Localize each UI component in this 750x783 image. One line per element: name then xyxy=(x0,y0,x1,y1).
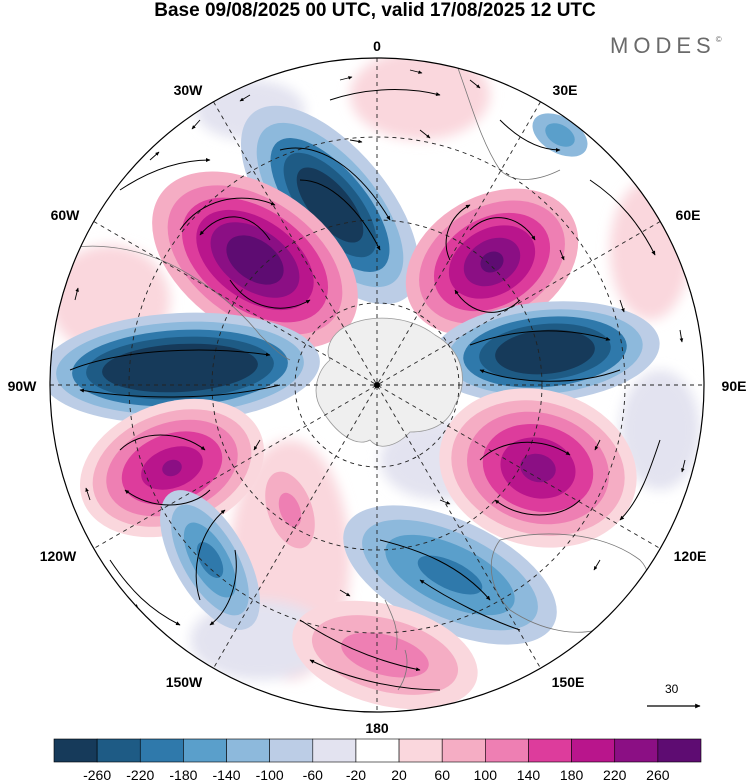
colorbar-swatch xyxy=(312,738,357,763)
colorbar xyxy=(53,738,702,763)
colorbar-swatch xyxy=(485,738,529,763)
colorbar-tick-label: -100 xyxy=(256,767,284,783)
lon-label-180: 180 xyxy=(365,720,389,736)
south-pole-marker xyxy=(374,382,380,388)
colorbar-swatch xyxy=(226,738,270,763)
brand-name: MODES xyxy=(610,33,716,58)
colorbar-swatch xyxy=(269,738,314,763)
colorbar-tick-label: 100 xyxy=(474,767,498,783)
lon-label-120e: 120E xyxy=(674,548,707,564)
colorbar-tick-label: 220 xyxy=(603,767,627,783)
colorbar-swatch xyxy=(571,738,616,763)
copyright-mark: © xyxy=(715,35,722,44)
map-title: Base 09/08/2025 00 UTC, valid 17/08/2025… xyxy=(154,0,596,21)
lon-label-60e: 60E xyxy=(676,207,701,223)
graticule xyxy=(50,58,704,712)
colorbar-swatch xyxy=(96,738,141,763)
colorbar-tick-label: -60 xyxy=(303,767,323,783)
colorbar-tick-label: -140 xyxy=(213,767,241,783)
colorbar-tick-label: 260 xyxy=(646,767,670,783)
colorbar-swatch xyxy=(53,738,98,763)
reference-vector-label: 30 xyxy=(665,682,679,696)
lon-label-90w: 90W xyxy=(8,378,38,394)
lon-label-30e: 30E xyxy=(553,82,578,98)
anomaly-field xyxy=(50,58,704,712)
colorbar-swatch xyxy=(183,738,227,763)
lon-label-60w: 60W xyxy=(51,207,81,223)
colorbar-swatch xyxy=(528,738,572,763)
colorbar-tick-label: -180 xyxy=(169,767,197,783)
colorbar-labels: -260 -220 -180 -140 -100 -60 -20 20 60 100 140 180 2… xyxy=(83,767,670,783)
colorbar-swatch xyxy=(441,738,486,763)
colorbar-tick-label: -220 xyxy=(126,767,154,783)
colorbar-swatch xyxy=(398,738,443,763)
colorbar-swatch xyxy=(614,738,659,763)
colorbar-tick-label: 180 xyxy=(560,767,584,783)
lon-label-150e: 150E xyxy=(552,674,585,690)
colorbar-tick-label: -260 xyxy=(83,767,111,783)
colorbar-swatch xyxy=(139,738,184,763)
lon-label-120w: 120W xyxy=(40,548,77,564)
lon-label-0: 0 xyxy=(373,38,381,54)
lon-label-30w: 30W xyxy=(174,82,204,98)
colorbar-tick-label: 60 xyxy=(434,767,450,783)
colorbar-tick-label: -20 xyxy=(346,767,366,783)
colorbar-swatch xyxy=(355,738,400,763)
lon-label-90e: 90E xyxy=(722,378,747,394)
brand-logo: MODES© xyxy=(610,33,722,59)
colorbar-swatch xyxy=(657,738,702,763)
map-boundary xyxy=(49,57,705,713)
lon-label-150w: 150W xyxy=(166,674,203,690)
colorbar-tick-label: 20 xyxy=(391,767,407,783)
antarctica-landmass xyxy=(315,317,463,447)
colorbar-tick-label: 140 xyxy=(517,767,541,783)
